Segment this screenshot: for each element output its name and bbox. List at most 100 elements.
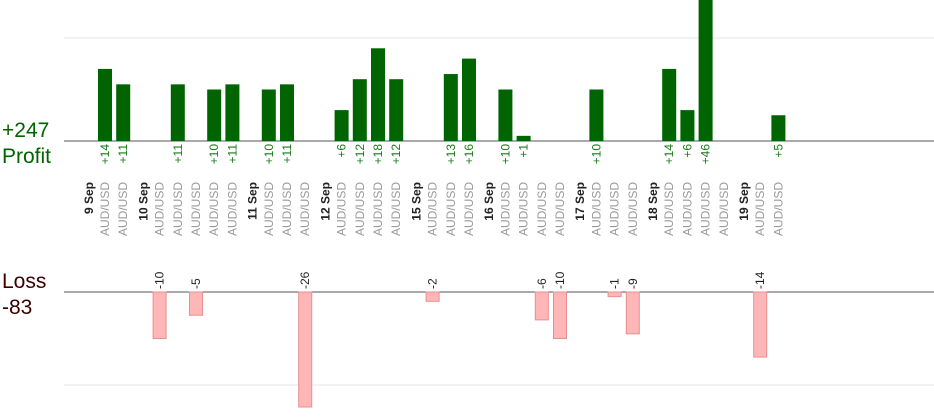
- pair-label: AUD/USD: [553, 182, 567, 236]
- profit-value-label: +16: [462, 144, 476, 165]
- pair-label: AUD/USD: [608, 182, 622, 236]
- pair-label: AUD/USD: [498, 182, 512, 236]
- loss-bar: [425, 291, 440, 302]
- pair-label: AUD/USD: [517, 182, 531, 236]
- pair-label: AUD/USD: [116, 182, 130, 236]
- profit-label: Profit: [2, 145, 51, 168]
- date-label: 12 Sep: [318, 182, 332, 221]
- profit-value-label: +12: [353, 144, 367, 165]
- profit-value-label: +10: [589, 144, 603, 165]
- pair-label: AUD/USD: [98, 182, 112, 236]
- profit-bar: [662, 68, 677, 141]
- pair-label: AUD/USD: [262, 182, 276, 236]
- loss-bar: [534, 291, 549, 321]
- profit-value-label: +10: [498, 144, 512, 165]
- pair-label: AUD/USD: [771, 182, 785, 236]
- profit-bar: [116, 84, 131, 141]
- pair-label: AUD/USD: [589, 182, 603, 236]
- pair-label: AUD/USD: [335, 182, 349, 236]
- loss-total: -83: [2, 296, 32, 319]
- profit-bar: [498, 89, 513, 141]
- pair-label: AUD/USD: [699, 182, 713, 236]
- date-label: 11 Sep: [246, 182, 260, 220]
- profit-bar: [280, 84, 294, 141]
- loss-value-label: -26: [298, 271, 312, 289]
- profit-bar: [261, 89, 276, 141]
- pair-label: AUD/USD: [426, 182, 440, 236]
- pair-label: AUD/USD: [444, 182, 458, 236]
- loss-bar: [553, 291, 567, 339]
- profit-bar: [698, 0, 713, 141]
- profit-value-label: +6: [335, 144, 349, 158]
- profit-value-label: +18: [371, 144, 385, 165]
- pair-label: AUD/USD: [389, 182, 403, 236]
- profit-value-label: +13: [444, 144, 458, 165]
- pair-label: AUD/USD: [171, 182, 185, 236]
- loss-bar: [753, 291, 768, 358]
- profit-bar: [225, 84, 240, 141]
- pair-label: AUD/USD: [207, 182, 221, 236]
- profit-total: +247: [2, 119, 49, 142]
- date-label: 17 Sep: [573, 182, 587, 221]
- profit-bar: [352, 79, 367, 141]
- pair-label: AUD/USD: [535, 182, 549, 236]
- pair-label: AUD/USD: [280, 182, 294, 236]
- profit-value-label: +14: [98, 144, 112, 165]
- profit-bar: [334, 110, 349, 141]
- loss-value-label: -9: [626, 278, 640, 289]
- loss-value-label: -10: [553, 271, 567, 289]
- loss-value-label: -2: [426, 278, 440, 289]
- profit-bar: [589, 89, 604, 141]
- pair-label: AUD/USD: [371, 182, 385, 236]
- date-label: 9 Sep: [82, 182, 96, 214]
- profit-value-label: +14: [662, 144, 676, 165]
- loss-value-label: -6: [535, 278, 549, 289]
- pair-label: AUD/USD: [717, 182, 731, 236]
- profit-value-label: +5: [771, 144, 785, 158]
- profit-value-label: +11: [225, 144, 239, 164]
- pair-label: AUD/USD: [353, 182, 367, 236]
- profit-value-label: +6: [680, 144, 694, 158]
- pair-label: AUD/USD: [298, 182, 312, 236]
- profit-value-label: +1: [517, 144, 531, 158]
- loss-bar: [152, 291, 167, 339]
- profit-bar: [443, 74, 458, 141]
- pair-label: AUD/USD: [189, 182, 203, 236]
- loss-bar: [625, 291, 640, 335]
- profit-bar: [98, 68, 112, 141]
- pair-label: AUD/USD: [680, 182, 694, 236]
- profit-bar: [389, 79, 404, 141]
- pair-label: AUD/USD: [753, 182, 767, 236]
- loss-bar: [298, 291, 313, 408]
- profit-value-label: +11: [116, 144, 130, 164]
- loss-bar: [189, 291, 203, 316]
- profit-value-label: +11: [280, 144, 294, 164]
- pair-label: AUD/USD: [153, 182, 167, 236]
- profit-value-label: +11: [171, 144, 185, 164]
- profit-bar: [371, 48, 385, 141]
- date-label: 10 Sep: [136, 182, 150, 221]
- date-label: 16 Sep: [482, 182, 496, 221]
- profit-bar: [170, 84, 185, 141]
- loss-value-label: -10: [153, 271, 167, 289]
- profit-bar: [207, 89, 222, 141]
- profit-value-label: +10: [207, 144, 221, 165]
- loss-bar: [607, 291, 622, 298]
- profit-bar: [771, 115, 786, 141]
- date-label: 18 Sep: [646, 182, 660, 221]
- pair-label: AUD/USD: [225, 182, 239, 236]
- loss-value-label: -1: [608, 278, 622, 289]
- profit-value-label: +12: [389, 144, 403, 165]
- loss-value-label: -14: [753, 271, 767, 289]
- profit-bar: [516, 135, 531, 141]
- pair-label: AUD/USD: [462, 182, 476, 236]
- pair-label: AUD/USD: [626, 182, 640, 236]
- profit-value-label: +46: [699, 144, 713, 165]
- profit-bar: [462, 58, 476, 141]
- loss-value-label: -5: [189, 278, 203, 289]
- loss-label: Loss: [2, 270, 46, 293]
- profit-value-label: +10: [262, 144, 276, 165]
- date-label: 19 Sep: [737, 182, 751, 221]
- date-label: 15 Sep: [409, 182, 423, 221]
